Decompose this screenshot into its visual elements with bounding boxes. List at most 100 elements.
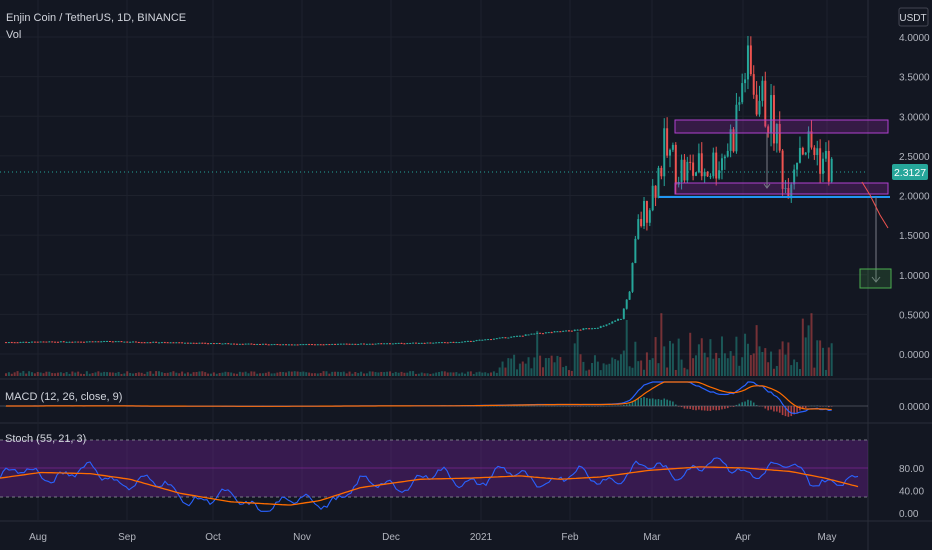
price-tick: 2.0000 bbox=[899, 192, 930, 203]
volume-bar bbox=[365, 373, 368, 376]
volume-bar bbox=[287, 371, 290, 376]
volume-bar bbox=[337, 371, 340, 376]
candle-body bbox=[504, 337, 507, 339]
volume-bar bbox=[316, 373, 319, 376]
candle-body bbox=[123, 341, 126, 343]
candle-body bbox=[345, 343, 348, 345]
time-tick: May bbox=[818, 532, 837, 543]
volume-bar bbox=[178, 373, 181, 376]
volume-bar bbox=[388, 371, 391, 376]
volume-bar bbox=[611, 357, 614, 376]
volume-bar bbox=[85, 371, 88, 376]
volume-bar bbox=[7, 372, 10, 376]
volume-bar bbox=[54, 373, 57, 376]
candle-body bbox=[591, 328, 594, 330]
volume-bar bbox=[94, 372, 97, 376]
candle-body bbox=[793, 169, 796, 185]
volume-bar bbox=[166, 372, 169, 376]
volume-bar bbox=[290, 371, 293, 376]
volume-bar bbox=[334, 371, 337, 376]
volume-bar bbox=[692, 358, 695, 376]
currency-badge[interactable] bbox=[898, 7, 929, 27]
volume-bar bbox=[235, 373, 238, 376]
volume-bar bbox=[181, 371, 184, 376]
candle-body bbox=[253, 343, 256, 345]
candle-body bbox=[752, 74, 755, 95]
volume-bar bbox=[579, 354, 582, 376]
volume-bar bbox=[793, 359, 796, 376]
candle-body bbox=[461, 341, 464, 343]
target-zone[interactable] bbox=[859, 268, 892, 289]
volume-bar bbox=[48, 371, 51, 376]
volume-bar bbox=[149, 371, 152, 376]
volume-bar bbox=[550, 355, 553, 376]
volume-bar bbox=[599, 370, 602, 376]
volume-bar bbox=[796, 362, 799, 376]
macd-hist bbox=[781, 406, 784, 416]
volume-bar bbox=[767, 362, 770, 376]
volume-bar bbox=[634, 341, 637, 376]
candle-body bbox=[643, 200, 646, 227]
volume-bar bbox=[461, 372, 464, 376]
volume-bar bbox=[530, 368, 533, 376]
volume-bar bbox=[487, 373, 490, 376]
volume-bar bbox=[570, 370, 573, 376]
volume-bar bbox=[328, 373, 331, 376]
candle-body bbox=[521, 335, 524, 337]
volume-bar bbox=[423, 373, 426, 376]
volume-bar bbox=[140, 372, 143, 376]
resistance-zone[interactable] bbox=[674, 119, 889, 134]
volume-bar bbox=[628, 366, 631, 376]
volume-bar bbox=[253, 371, 256, 376]
volume-bar bbox=[250, 371, 253, 376]
macd-hist bbox=[620, 405, 622, 406]
volume-bar bbox=[614, 359, 617, 376]
volume-bar bbox=[345, 373, 348, 376]
candle-body bbox=[738, 102, 741, 105]
volume-bar bbox=[466, 371, 469, 376]
candle-body bbox=[443, 342, 446, 344]
candle-body bbox=[362, 343, 365, 345]
volume-bar bbox=[443, 371, 446, 376]
candle-body bbox=[276, 344, 279, 346]
volume-bar bbox=[13, 372, 16, 376]
price-tick: 3.0000 bbox=[899, 112, 930, 123]
time-tick: Feb bbox=[561, 532, 579, 543]
volume-bar bbox=[16, 371, 19, 376]
stoch-tick: 80.00 bbox=[899, 464, 924, 475]
candle-body bbox=[166, 342, 169, 344]
candle-body bbox=[683, 159, 686, 181]
volume-bar bbox=[146, 371, 149, 376]
candle-body bbox=[313, 344, 316, 346]
volume-bar bbox=[455, 372, 458, 376]
candle-body bbox=[183, 342, 186, 344]
volume-bar bbox=[605, 364, 608, 376]
measure-arrow-head bbox=[763, 183, 771, 189]
candle-body bbox=[337, 343, 340, 345]
volume-bar bbox=[732, 355, 735, 376]
volume-bar bbox=[377, 372, 380, 376]
price-axis[interactable]: 4.0000 3.5000 3.0000 2.5000 2.0000 1.5000 1.00… bbox=[899, 33, 930, 361]
time-axis[interactable]: Aug Sep Oct Nov Dec 2021 Feb Mar Apr May bbox=[29, 532, 836, 543]
volume-bar bbox=[772, 368, 775, 376]
volume-bar bbox=[273, 373, 276, 376]
candle-body bbox=[322, 344, 325, 346]
currency-badge-text: USDT bbox=[899, 13, 926, 24]
time-tick: Nov bbox=[293, 532, 311, 543]
candle-body bbox=[224, 343, 227, 345]
volume-bar bbox=[813, 367, 816, 376]
volume-bar bbox=[521, 361, 524, 376]
candle-body bbox=[152, 341, 155, 343]
support-zone[interactable] bbox=[674, 182, 889, 195]
volume-bar bbox=[660, 313, 663, 376]
volume-bar bbox=[640, 360, 643, 376]
candle-body bbox=[54, 341, 57, 343]
volume-bar bbox=[114, 372, 117, 376]
volume-bar bbox=[368, 371, 371, 376]
candle-body bbox=[270, 344, 273, 346]
candle-body bbox=[599, 326, 602, 328]
volume-bar bbox=[764, 348, 767, 376]
volume-bar bbox=[233, 373, 236, 376]
macd-hist bbox=[738, 403, 741, 406]
